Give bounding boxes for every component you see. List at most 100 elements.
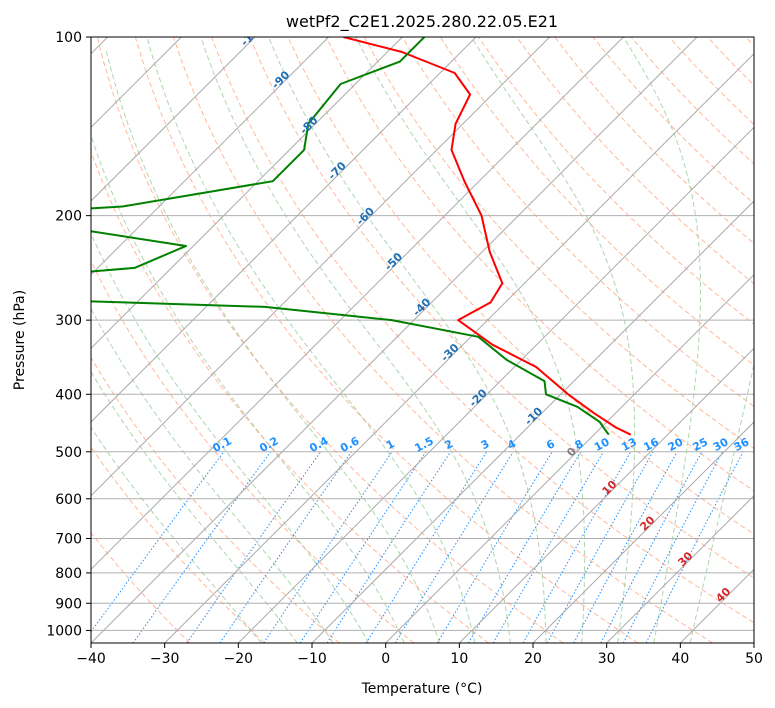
mixing-ratio-line (299, 451, 427, 643)
moist-adiabat (91, 370, 298, 643)
isotherm-line (385, 273, 754, 643)
chart-title: wetPf2_C2E1.2025.280.22.05.E21 (286, 12, 558, 32)
x-tick-label: 30 (598, 651, 616, 667)
dry-adiabat (91, 150, 489, 643)
y-tick-label: 1000 (46, 623, 82, 639)
isotherm-label: 40 (713, 585, 733, 605)
mixing-ratio-label: 1 (384, 437, 397, 452)
mixing-ratio-line (394, 451, 514, 643)
mixing-ratio-lines (91, 451, 744, 643)
x-tick-label: 20 (524, 651, 542, 667)
line-labels: 0.1 0.2 0.4 0.6 1 1.5 2 3 4 6 8 10 13 16 20 25 30 36-100-… (210, 20, 752, 605)
isotherm-label: -80 (297, 114, 320, 137)
mixing-ratio-line (468, 451, 582, 643)
dry-adiabat (96, 37, 564, 643)
isotherm-line (532, 421, 754, 643)
isotherm-line (237, 126, 754, 643)
y-tick-label: 300 (55, 313, 82, 329)
dry-adiabat (401, 37, 754, 408)
moist-adiabat (471, 37, 636, 643)
x-tick-label: −40 (76, 651, 106, 667)
dry-adiabat (478, 37, 754, 325)
dry-adiabat (91, 259, 415, 643)
mixing-ratio-line (326, 451, 452, 643)
temperature-trace (343, 37, 632, 436)
isotherm-label: -50 (382, 250, 405, 273)
isotherm-label: -70 (326, 159, 349, 182)
mixing-ratio-label: 10 (592, 435, 612, 454)
isotherm-line (753, 642, 754, 643)
moist-adiabat (91, 232, 370, 643)
dry-adiabats (91, 37, 754, 643)
mixing-ratio-label: 36 (732, 435, 752, 454)
moist-adiabat (622, 37, 701, 643)
isotherm-line (91, 37, 477, 423)
mixing-ratio-line (219, 451, 352, 643)
isotherm-line (91, 37, 551, 497)
y-tick-label: 900 (55, 596, 82, 612)
isotherm-label: -30 (438, 341, 461, 364)
dry-adiabat (439, 37, 754, 366)
mixing-ratio-line (622, 451, 723, 643)
isotherm-label: 30 (675, 549, 695, 569)
moist-adiabat (268, 37, 547, 643)
mixing-ratio-label: 2 (442, 437, 455, 452)
isotherm-line (91, 37, 698, 643)
isotherm-line (91, 37, 624, 571)
dry-adiabat (554, 37, 754, 245)
isotherm-label: 10 (600, 478, 620, 498)
mixing-ratio-line (436, 451, 553, 643)
mixing-ratio-line (263, 451, 393, 643)
mixing-ratio-line (645, 451, 744, 643)
axes: −40 −30 −20 −10 0 10 20 30 40 50 100 200 300 400 500 60… (46, 30, 763, 667)
isotherm-line (91, 37, 256, 202)
dry-adiabat (363, 37, 754, 450)
dry-adiabat (91, 532, 191, 643)
moist-adiabat (91, 426, 262, 643)
pressure-gridlines (91, 37, 754, 631)
isotherm-label: -100 (238, 20, 267, 49)
moist-adiabats (91, 37, 754, 643)
moist-adiabat (105, 49, 440, 643)
dry-adiabat (211, 37, 754, 624)
y-tick-label: 500 (55, 445, 82, 461)
y-tick-label: 200 (55, 209, 82, 225)
mixing-ratio-label: 25 (690, 435, 710, 454)
x-tick-label: −30 (150, 651, 180, 667)
isotherm-line (311, 200, 754, 643)
x-tick-label: 10 (450, 651, 468, 667)
mixing-ratio-line (186, 451, 322, 643)
isotherm-line (164, 52, 754, 643)
moist-adiabat (200, 37, 511, 643)
dewpoint-trace (91, 37, 610, 436)
mixing-ratio-line (132, 451, 272, 643)
x-tick-label: 0 (381, 651, 390, 667)
mixing-ratio-line (573, 451, 678, 643)
isotherm-line (458, 347, 754, 643)
mixing-ratio-label: 16 (641, 435, 661, 454)
mixing-ratio-line (522, 451, 632, 643)
mixing-ratio-line (91, 451, 225, 633)
mixing-ratio-label: 30 (711, 435, 731, 454)
y-tick-label: 100 (55, 30, 82, 46)
y-tick-label: 400 (55, 387, 82, 403)
mixing-ratio-label: 3 (479, 437, 492, 452)
moist-adiabat (91, 133, 405, 643)
dry-adiabat (706, 37, 754, 86)
x-axis-label: Temperature (°C) (361, 681, 483, 697)
mixing-ratio-line (365, 451, 488, 643)
dry-adiabat (745, 37, 754, 47)
isotherm-line (679, 568, 754, 643)
dry-adiabat (91, 356, 340, 643)
isotherm-label: 20 (637, 513, 657, 533)
dry-adiabat (91, 446, 265, 643)
mixing-ratio-label: 6 (544, 437, 557, 452)
isotherms (91, 37, 754, 643)
sounding-traces (91, 37, 632, 436)
mixing-ratio-label: 20 (666, 435, 686, 454)
moist-adiabat (689, 362, 754, 643)
plot-frame (90, 36, 755, 644)
mixing-ratio-line (600, 451, 703, 643)
x-tick-label: 50 (745, 651, 763, 667)
